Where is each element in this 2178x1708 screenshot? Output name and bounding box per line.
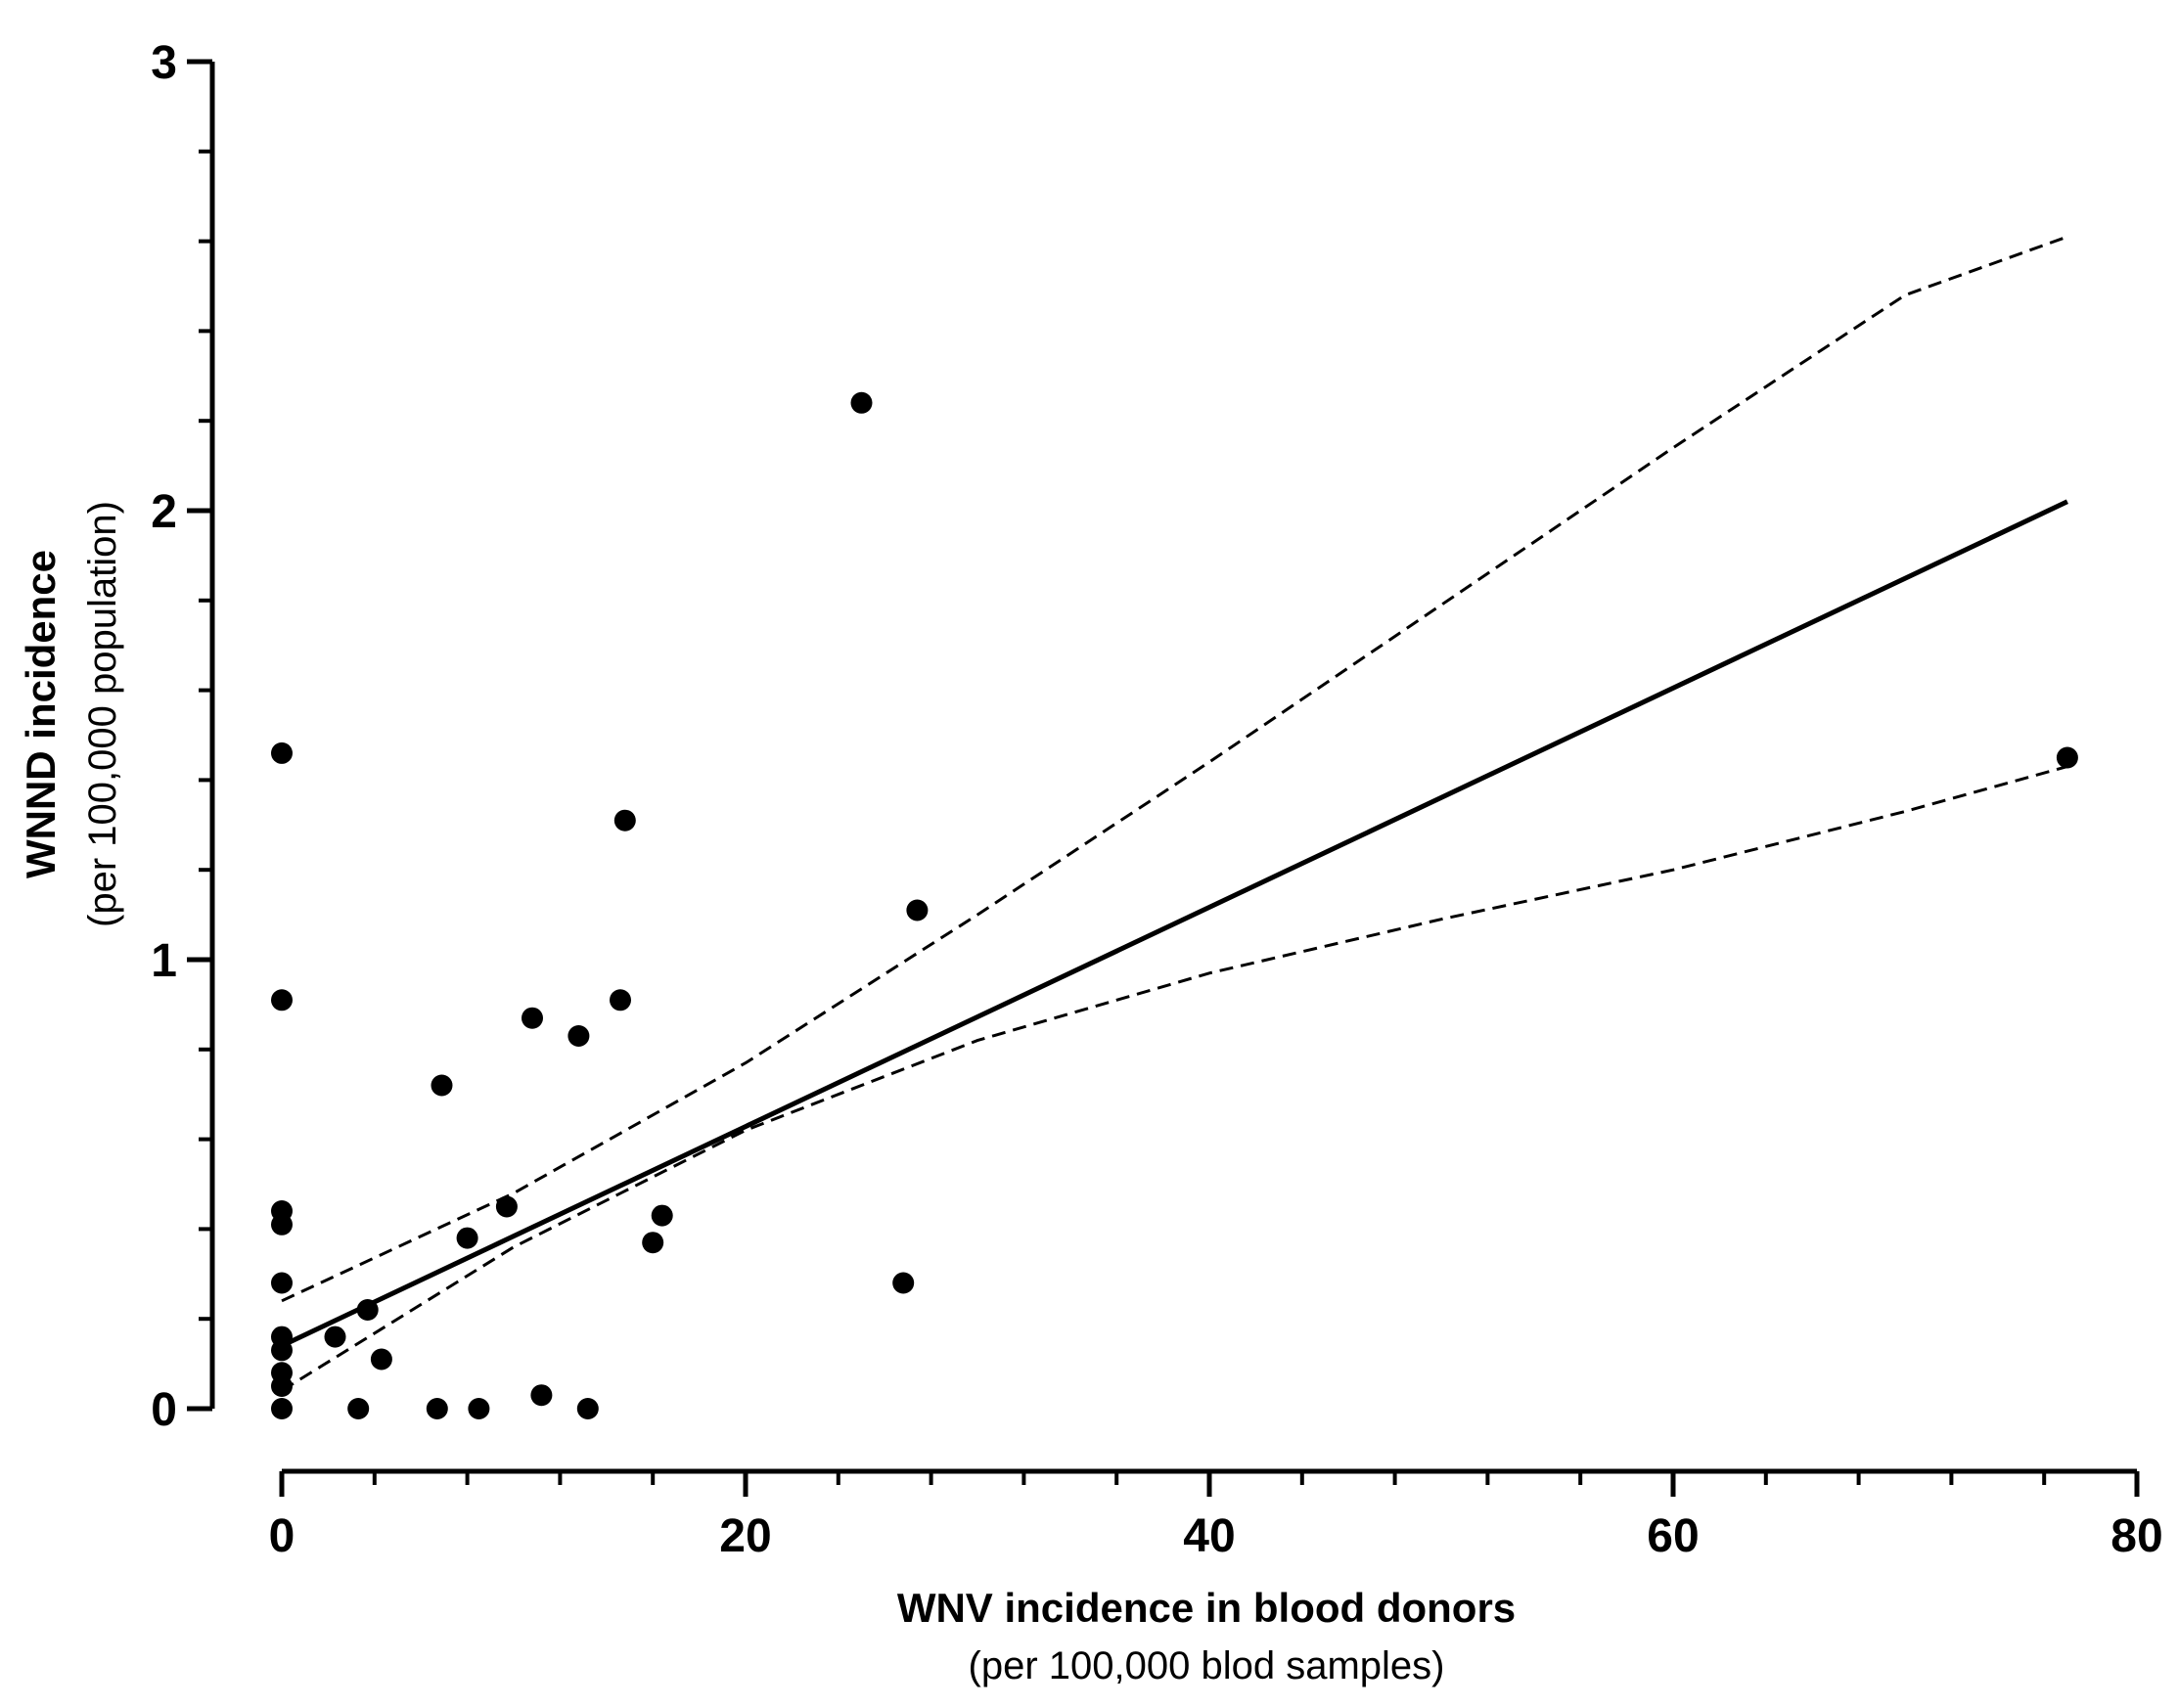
x-tick-label: 40 [1183,1510,1235,1562]
data-point [522,1007,543,1029]
data-point [651,1204,673,1227]
data-point [431,1074,453,1097]
data-point [271,1375,293,1397]
data-point [892,1272,915,1294]
data-point [495,1195,518,1218]
x-tick-label: 80 [2110,1510,2162,1562]
regression-line [280,499,2068,1348]
x-tick-label: 0 [269,1510,295,1562]
y-tick-label: 1 [151,935,177,987]
data-point [850,391,873,414]
y-tick-label: 3 [151,37,177,89]
data-point [456,1227,478,1249]
x-tick-label: 20 [719,1510,771,1562]
data-point [271,742,293,764]
data-point [642,1232,664,1254]
y-tick-label: 2 [151,486,177,538]
y-axis-subtitle: (per 100,000 population) [81,501,124,927]
data-point [567,1025,590,1047]
data-points [271,391,2078,1419]
x-axis-subtitle: (per 100,000 blod samples) [969,1644,1445,1687]
data-point [271,1398,293,1419]
data-point [530,1384,553,1407]
x-axis-title: WNV incidence in blood donors [897,1585,1516,1631]
confidence-band-line [281,765,2068,1392]
data-point [613,809,636,832]
data-point [271,1339,293,1362]
data-point [906,899,929,921]
data-point [610,989,631,1011]
data-point [347,1398,370,1419]
confidence-band-line [281,235,2068,1303]
regression-lines [280,235,2068,1392]
data-point [271,989,293,1011]
data-point [271,1213,293,1236]
data-point [370,1348,392,1371]
data-point [356,1299,379,1321]
data-point [271,1272,293,1294]
data-point [324,1326,346,1348]
x-tick-label: 60 [1647,1510,1699,1562]
data-point [576,1398,599,1419]
axes: 0 1 2 3 0 20 40 60 80 [151,37,2162,1562]
y-tick-label: 0 [151,1384,177,1436]
data-point [2056,746,2078,769]
data-point [468,1398,490,1419]
y-axis-title: WNND incidence [18,550,64,878]
data-point [426,1398,448,1419]
